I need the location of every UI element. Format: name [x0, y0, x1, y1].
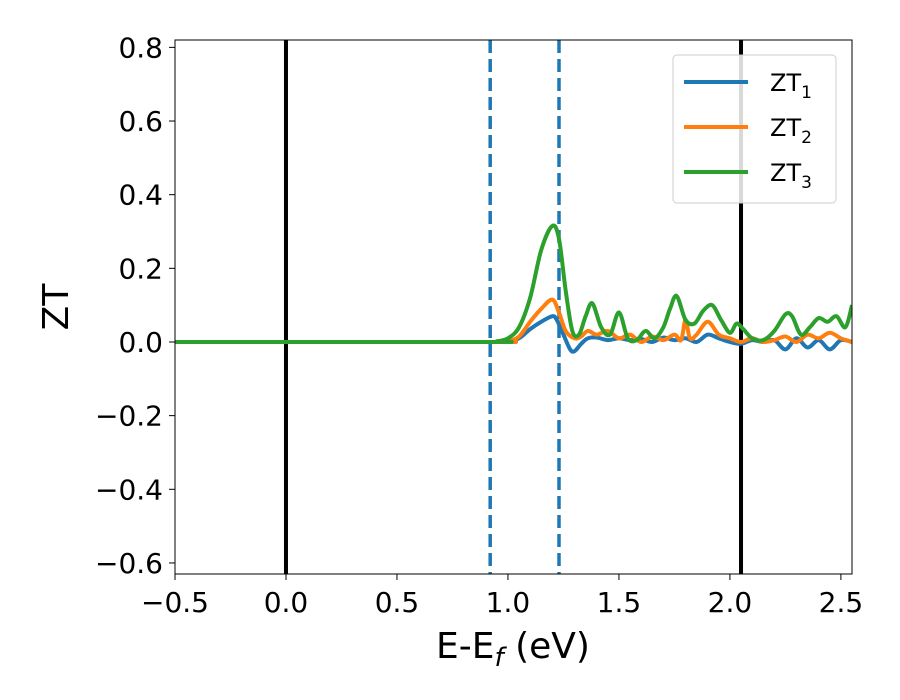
- y-tick-label: −0.2: [95, 400, 163, 433]
- x-tick-label: 2.0: [708, 586, 753, 619]
- x-tick-label: 1.5: [597, 586, 642, 619]
- y-axis-ticks: −0.6 −0.4 −0.2 0.0 0.2 0.4 0.6 0.8: [95, 31, 175, 580]
- y-tick-label: −0.6: [95, 547, 163, 580]
- y-tick-label: −0.4: [95, 473, 163, 506]
- y-axis-label: ZT: [36, 283, 77, 331]
- legend-label-zt1: ZT1: [770, 69, 812, 103]
- y-tick-label: 0.0: [118, 326, 163, 359]
- x-tick-label: 0.0: [264, 586, 309, 619]
- legend-label-zt3: ZT3: [770, 159, 812, 193]
- x-tick-label: 1.0: [486, 586, 531, 619]
- x-axis-ticks: −0.5 0.0 0.5 1.0 1.5 2.0 2.5: [141, 574, 863, 619]
- y-tick-label: 0.6: [118, 105, 163, 138]
- legend-label-zt2: ZT2: [770, 114, 812, 148]
- x-tick-label: 0.5: [375, 586, 420, 619]
- series-line-zt3: [175, 223, 852, 345]
- series-lines: [175, 223, 852, 354]
- plot-frame: [174, 39, 853, 575]
- y-tick-label: 0.8: [118, 31, 163, 64]
- y-tick-label: 0.2: [118, 252, 163, 285]
- x-tick-label: 2.5: [819, 586, 864, 619]
- y-tick-label: 0.4: [118, 179, 163, 212]
- legend-box: [672, 54, 837, 204]
- x-tick-label: −0.5: [141, 586, 209, 619]
- legend: ZT1 ZT2 ZT3: [672, 54, 837, 204]
- series-line-zt2: [175, 297, 852, 345]
- x-axis-label: E-Ef (eV): [436, 626, 590, 673]
